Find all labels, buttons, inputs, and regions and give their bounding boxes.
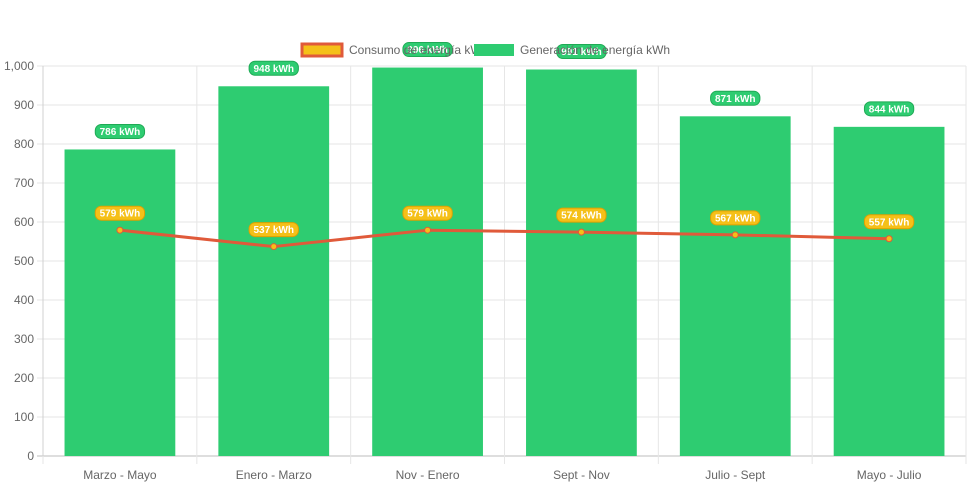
legend-swatch-consumption[interactable] <box>300 42 344 58</box>
y-tick-label: 200 <box>14 371 34 385</box>
data-label-consumption: 574 kWh <box>561 211 602 222</box>
data-label-consumption-bg <box>94 205 146 221</box>
grid <box>37 65 967 464</box>
y-tick-label: 700 <box>14 176 34 190</box>
point-consumption <box>577 228 585 236</box>
point-consumption <box>885 235 893 243</box>
data-labels: 579 kWh 537 kWh 579 kWh 574 kWh 567 kWh 557 k… <box>94 42 915 238</box>
x-tick-label: Mayo - Julio <box>857 468 922 482</box>
legend-label-generation[interactable]: Generación de energía kWh <box>520 43 670 57</box>
data-label-generation-bg <box>402 42 453 58</box>
data-label-generation: 844 kWh <box>869 104 910 115</box>
point-consumption <box>424 226 432 234</box>
bar-generation <box>833 126 945 456</box>
bars <box>64 67 945 456</box>
data-label-generation: 871 kWh <box>715 94 756 105</box>
line-consumption <box>119 228 890 249</box>
data-label-consumption: 537 kWh <box>253 225 294 236</box>
point-consumption <box>116 226 124 234</box>
y-tick-label: 500 <box>14 254 34 268</box>
y-tick-label: 900 <box>14 98 34 112</box>
bar-generation <box>372 67 483 456</box>
data-label-consumption-bg <box>710 210 761 226</box>
data-label-consumption-bg <box>402 205 453 221</box>
bar-generation <box>64 149 176 456</box>
legend-swatch-generation[interactable] <box>474 44 514 56</box>
data-label-generation: 991 kWh <box>561 47 602 58</box>
data-label-consumption: 579 kWh <box>407 209 448 220</box>
y-tick-label: 600 <box>14 215 34 229</box>
axes: 0 100 200 300 400 500 600 700 800 900 1,000 Marzo -… <box>4 59 922 482</box>
data-label-consumption: 579 kWh <box>100 209 141 220</box>
bar-generation <box>679 116 791 456</box>
y-tick-label: 1,000 <box>4 59 34 73</box>
data-label-generation-bg <box>94 123 146 139</box>
data-label-generation-bg <box>710 90 761 106</box>
x-tick-label: Marzo - Mayo <box>83 468 157 482</box>
data-label-generation-bg <box>863 101 915 117</box>
x-tick-label: Nov - Enero <box>396 468 460 482</box>
bar-generation <box>218 86 330 456</box>
data-label-consumption: 557 kWh <box>869 217 910 228</box>
y-tick-label: 400 <box>14 293 34 307</box>
x-tick-label: Julio - Sept <box>705 468 766 482</box>
data-label-generation: 996 kWh <box>407 45 448 56</box>
data-label-generation: 786 kWh <box>100 127 141 138</box>
data-label-generation: 948 kWh <box>253 64 294 75</box>
y-tick-label: 0 <box>27 449 34 463</box>
data-label-consumption-bg <box>863 214 915 230</box>
y-tick-label: 100 <box>14 410 34 424</box>
data-label-generation-bg <box>248 60 299 76</box>
data-label-consumption: 567 kWh <box>715 213 756 224</box>
data-label-consumption-bg <box>248 222 299 238</box>
point-consumption <box>270 243 278 251</box>
legend[interactable]: Consumo de energía kWh Generación de ener… <box>300 42 670 58</box>
data-label-consumption-bg <box>556 207 607 223</box>
bar-generation <box>526 69 637 456</box>
x-tick-label: Sept - Nov <box>553 468 610 482</box>
data-label-generation-bg <box>556 44 607 60</box>
x-tick-label: Enero - Marzo <box>236 468 312 482</box>
consumption-line <box>116 226 893 251</box>
legend-label-consumption[interactable]: Consumo de energía kWh <box>349 43 488 57</box>
y-tick-label: 300 <box>14 332 34 346</box>
point-consumption <box>731 231 739 239</box>
y-tick-label: 800 <box>14 137 34 151</box>
